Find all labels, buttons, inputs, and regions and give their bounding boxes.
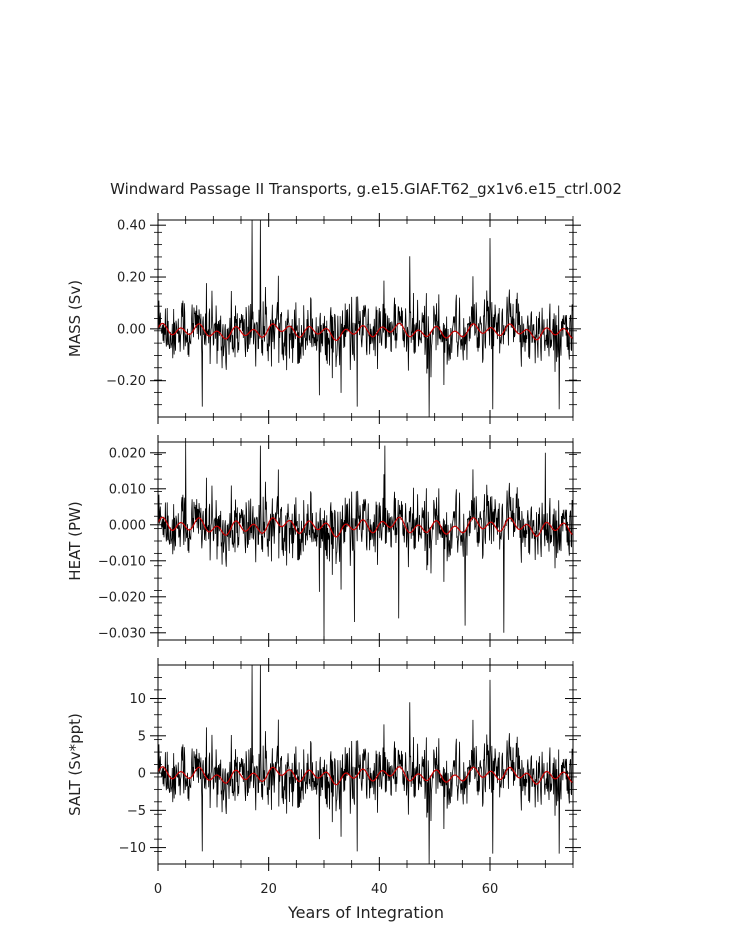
- x-tick-label: 40: [371, 882, 388, 897]
- monthly-series-line: [158, 445, 573, 640]
- panel-1: 0.020 0.010 0.000 −0.010 −0.020 −0.030 HEAT (P…: [66, 435, 581, 647]
- y-tick-label: −0.010: [98, 554, 146, 569]
- y-tick-label: 0.00: [117, 322, 146, 337]
- smoothed-series-line: [158, 322, 573, 341]
- y-tick-label: −0.20: [106, 374, 146, 389]
- smoothed-series-line: [158, 516, 573, 538]
- y-axis-label: SALT (Sv*ppt): [66, 713, 84, 816]
- y-axis-label: HEAT (PW): [66, 501, 84, 580]
- y-tick-label: 0.20: [117, 271, 146, 286]
- y-tick-label: −5: [127, 804, 146, 819]
- x-tick-label: 60: [482, 882, 499, 897]
- monthly-series-line: [158, 220, 573, 417]
- x-tick-label: 0: [154, 882, 162, 897]
- y-tick-label: 0.40: [117, 219, 146, 234]
- panel-2: 10 5 0 −5 −10 SALT (Sv*ppt): [66, 658, 581, 871]
- y-tick-label: −0.020: [98, 590, 146, 605]
- y-tick-label: 0.010: [109, 482, 146, 497]
- monthly-series-line: [158, 665, 573, 864]
- smoothed-series-line: [158, 766, 573, 786]
- y-tick-label: 0.020: [109, 446, 146, 461]
- y-tick-label: 5: [138, 729, 146, 744]
- y-axis-label: MASS (Sv): [66, 280, 84, 357]
- y-tick-label: 0: [138, 767, 146, 782]
- y-tick-label: 10: [129, 692, 146, 707]
- y-tick-label: −10: [119, 841, 146, 856]
- y-tick-label: 0.000: [109, 518, 146, 533]
- x-tick-label: 20: [260, 882, 277, 897]
- y-tick-label: −0.030: [98, 626, 146, 641]
- chart-title: Windward Passage II Transports, g.e15.GI…: [110, 180, 622, 199]
- x-axis-label: Years of Integration: [287, 903, 444, 922]
- panel-frame: [157, 441, 574, 641]
- chart-panels: 0.40 0.20 0.00 −0.20 MASS (Sv) 0.020 0.010 0.00…: [66, 213, 581, 897]
- panel-0: 0.40 0.20 0.00 −0.20 MASS (Sv): [66, 213, 581, 424]
